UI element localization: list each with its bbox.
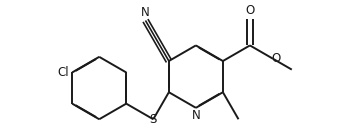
Text: N: N (191, 109, 200, 122)
Text: S: S (150, 113, 157, 126)
Text: O: O (272, 52, 281, 65)
Text: O: O (245, 4, 254, 17)
Text: N: N (141, 6, 150, 19)
Text: Cl: Cl (58, 66, 69, 79)
